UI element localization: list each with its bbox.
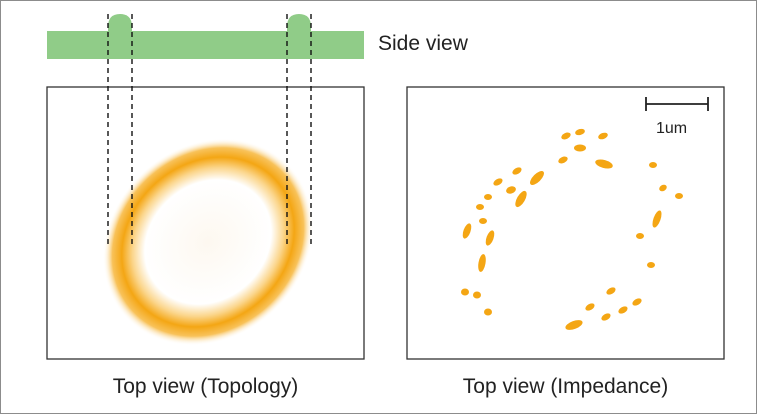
impedance-panel [406, 86, 725, 360]
topology-ring [102, 138, 314, 346]
side-view-bar [47, 14, 364, 59]
guide-lines [107, 14, 312, 248]
side-view-label: Side view [378, 32, 468, 55]
topology-caption: Top view (Topology) [112, 375, 299, 398]
scale-bar [645, 97, 709, 111]
impedance-caption: Top view (Impedance) [462, 375, 669, 398]
scale-bar-label: 1um [656, 120, 688, 137]
impedance-dots [461, 128, 683, 330]
